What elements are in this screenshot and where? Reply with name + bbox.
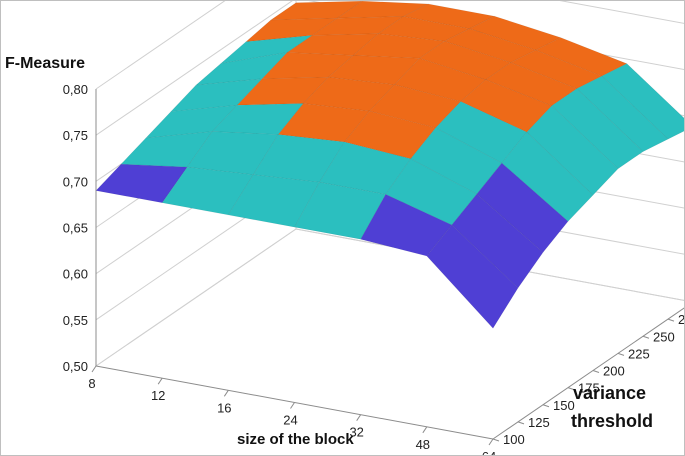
z-tick-label: 0,80 bbox=[63, 82, 88, 97]
y-axis-title-line2: threshold bbox=[571, 411, 653, 431]
surface-patch bbox=[501, 131, 594, 222]
tick-labels: 0,50 0,55 0,60 0,65 0,70 0,75 0,80 8 12 16 24 32 48 6… bbox=[63, 82, 684, 455]
x-tick-label: 48 bbox=[416, 437, 430, 452]
x-tick-mark bbox=[223, 390, 229, 397]
y-tick-label: 150 bbox=[553, 398, 575, 413]
x-tick-mark bbox=[290, 402, 295, 409]
y-tick-mark bbox=[542, 404, 550, 408]
floor-back-edge bbox=[95, 228, 684, 367]
surface-patch bbox=[526, 105, 619, 196]
z-tick-label: 0,75 bbox=[63, 128, 88, 143]
y-axis-title-line1: variance bbox=[573, 383, 646, 403]
y-tick-label: 100 bbox=[503, 432, 525, 447]
x-tick-mark bbox=[422, 426, 428, 434]
x-tick-label: 24 bbox=[283, 413, 297, 428]
z-gridline bbox=[95, 1, 684, 90]
y-tick-label: 200 bbox=[603, 364, 625, 379]
z-tick-label: 0,60 bbox=[63, 267, 88, 282]
y-tick-label: 125 bbox=[528, 415, 550, 430]
surface-patch bbox=[551, 88, 644, 170]
x-tick-mark bbox=[91, 365, 97, 373]
x-tick-mark bbox=[488, 438, 494, 446]
x-tick-label: 32 bbox=[349, 425, 363, 440]
z-tick-label: 0,50 bbox=[63, 359, 88, 374]
x-axis-title: size of the block bbox=[237, 431, 354, 448]
x-tick-label: 12 bbox=[151, 388, 165, 403]
y-tick-mark bbox=[592, 370, 600, 373]
y-tick-mark bbox=[517, 421, 525, 425]
z-gridline bbox=[95, 228, 684, 367]
x-tick-mark bbox=[356, 414, 362, 421]
surface bbox=[95, 1, 684, 329]
y-tick-mark bbox=[492, 438, 500, 442]
z-axis-title: F-Measure bbox=[5, 55, 85, 72]
y-tick-mark bbox=[642, 335, 650, 339]
x-tick-mark bbox=[157, 377, 163, 385]
x-tick-label: 64 bbox=[482, 449, 496, 455]
y-tick-mark bbox=[617, 352, 625, 356]
y-tick-label: 175 bbox=[578, 381, 600, 396]
z-tick-label: 0,65 bbox=[63, 221, 88, 236]
x-tick-label: 8 bbox=[88, 376, 95, 391]
y-tick-label: 275 bbox=[678, 312, 684, 327]
x-tick-label: 16 bbox=[217, 400, 231, 415]
y-tick-label: 225 bbox=[628, 346, 650, 361]
surface-patch bbox=[476, 162, 569, 253]
surface-patch bbox=[601, 63, 684, 140]
y-tick-mark bbox=[567, 387, 575, 391]
axes bbox=[91, 89, 684, 446]
z-tick-label: 0,70 bbox=[63, 174, 88, 189]
surface-patch bbox=[576, 75, 669, 152]
surface-patch bbox=[426, 224, 519, 329]
y-tick-mark bbox=[667, 318, 675, 322]
y-tick-label: 250 bbox=[653, 329, 675, 344]
z-tick-label: 0,55 bbox=[63, 313, 88, 328]
